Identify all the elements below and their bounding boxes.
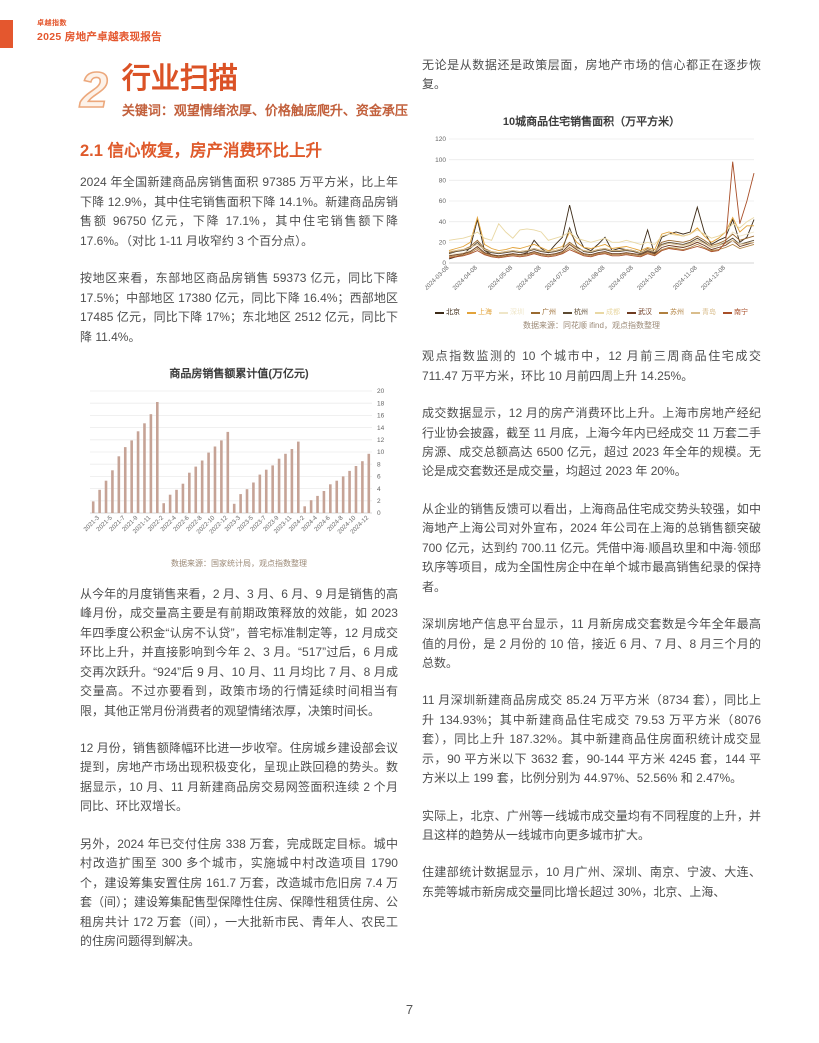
- svg-text:10: 10: [377, 449, 385, 456]
- svg-text:100: 100: [435, 157, 446, 164]
- legend-item-0: 北京: [435, 309, 460, 317]
- svg-text:2024-05-08: 2024-05-08: [486, 264, 514, 292]
- legend-item-6: 武汉: [627, 309, 652, 317]
- paragraph: 深圳房地产信息平台显示，11 月新房成交套数是今年全年最高值的月份，是 2 月份…: [422, 617, 761, 670]
- paragraph: 按地区来看，东部地区商品房销售 59373 亿元，同比下降 17.5%；中部地区…: [80, 271, 398, 344]
- bar-chart: 024681012141618202021-32021-52021-72021-…: [82, 388, 385, 535]
- paragraph: 住建部统计数据显示，10 月广州、深圳、南京、宁波、大连、东莞等城市新房成交量同…: [422, 865, 761, 899]
- subsection-title: 2.1 信心恢复，房产消费环比上升: [80, 142, 323, 161]
- line-chart-source: 数据来源：同花顺 ifind，观点指数整理: [523, 321, 660, 331]
- svg-text:0: 0: [442, 260, 446, 267]
- legend-label: 成都: [606, 308, 620, 316]
- svg-text:12: 12: [377, 437, 385, 444]
- svg-text:16: 16: [377, 413, 385, 420]
- legend-item-8: 青岛: [691, 309, 716, 317]
- paragraph: 从今年的月度销售来看，2 月、3 月、6 月、9 月是销售的高峰月份，成交量高主…: [80, 586, 398, 718]
- line-chart-title: 10城商品住宅销售面积（万平方米）: [502, 115, 681, 128]
- legend-swatch: [499, 312, 508, 315]
- content-columns: 2 行业扫描 关键词：观望情绪浓厚、价格触底爬升、资金承压 2.1 信心恢复，房…: [79, 56, 761, 969]
- section-title: 行业扫描: [121, 63, 238, 95]
- section-number: 2: [79, 62, 108, 118]
- brand-accent-bar: [0, 20, 13, 48]
- paragraph: 另外，2024 年已交付住房 338 万套，完成既定目标。城中村改造扩围至 30…: [80, 836, 399, 948]
- svg-text:60: 60: [438, 198, 446, 205]
- paragraph: 11 月深圳新建商品房成交 85.24 万平方米（8734 套），同比上升 13…: [422, 693, 761, 786]
- svg-text:20: 20: [377, 388, 385, 395]
- svg-text:120: 120: [435, 136, 446, 143]
- svg-text:80: 80: [438, 177, 446, 184]
- svg-text:2024-03-08: 2024-03-08: [425, 264, 451, 292]
- paragraph: 成交数据显示，12 月的房产消费环比上升。上海市房地产经纪行业协会披露，截至 1…: [422, 406, 761, 479]
- paragraph: 无论是从数据还是政策层面，房地产市场的信心都正在逐步恢复。: [422, 58, 761, 92]
- legend-swatch: [723, 312, 732, 315]
- legend-item-2: 深圳: [499, 309, 524, 317]
- legend-item-3: 广州: [531, 309, 556, 317]
- legend-item-9: 南宁: [723, 309, 748, 317]
- brand-text-block: 卓越指数 2025 房地产卓越表现报告: [37, 20, 162, 44]
- legend-label: 广州: [542, 308, 556, 316]
- svg-text:2024-10-08: 2024-10-08: [635, 264, 663, 292]
- svg-text:4: 4: [377, 486, 381, 493]
- legend-label: 苏州: [670, 308, 684, 316]
- page-number: 7: [405, 1002, 414, 1017]
- paragraph: 观点指数监测的 10 个城市中，12 月前三周商品住宅成交 711.47 万平方…: [422, 349, 761, 383]
- page-footer: 7: [0, 1001, 819, 1019]
- legend-label: 武汉: [638, 308, 652, 316]
- line-chart-legend: 北京 上海 深圳 广州 杭州 成都 武汉 苏州 青岛 南宁: [422, 309, 761, 317]
- right-column: 无论是从数据还是政策层面，房地产市场的信心都正在逐步恢复。 10城商品住宅销售面…: [422, 56, 761, 969]
- svg-text:0: 0: [377, 510, 381, 517]
- legend-item-7: 苏州: [659, 309, 684, 317]
- svg-text:8: 8: [377, 461, 381, 468]
- svg-text:14: 14: [377, 425, 385, 432]
- svg-text:40: 40: [438, 219, 446, 226]
- legend-swatch: [435, 312, 444, 315]
- legend-swatch: [595, 312, 604, 315]
- legend-swatch: [467, 312, 476, 315]
- svg-text:2024-09-08: 2024-09-08: [607, 264, 635, 292]
- report-title: 2025 房地产卓越表现报告: [37, 31, 162, 44]
- legend-swatch: [531, 312, 540, 315]
- paragraph: 从企业的销售反馈可以看出，上海商品住宅成交势头较强，如中海地产上海公司对外宣布，…: [422, 501, 761, 594]
- line-chart-figure: 10城商品住宅销售面积（万平方米） 0 20 40 60 80 100 120 2024-03…: [422, 113, 761, 331]
- legend-item-4: 杭州: [563, 309, 588, 317]
- svg-text:2024-07-08: 2024-07-08: [543, 264, 571, 292]
- svg-text:2: 2: [377, 498, 381, 505]
- svg-text:18: 18: [377, 400, 385, 407]
- bar-chart-figure: 商品房销售额累计值(万亿元) 0 2 4 6 8 10 12 14 16 18 20 2021-3 20…: [80, 365, 398, 569]
- legend-label: 上海: [478, 308, 492, 316]
- legend-swatch: [563, 312, 572, 315]
- section-keywords: 关键词：观望情绪浓厚、价格触底爬升、资金承压: [121, 103, 408, 119]
- svg-text:20: 20: [438, 239, 446, 246]
- legend-swatch: [691, 312, 700, 315]
- svg-text:2024-12-08: 2024-12-08: [699, 264, 727, 292]
- page-header: 卓越指数 2025 房地产卓越表现报告: [0, 20, 162, 48]
- svg-text:2024-08-08: 2024-08-08: [579, 264, 607, 292]
- legend-label: 杭州: [574, 308, 588, 316]
- bar-chart-title: 商品房销售额累计值(万亿元): [169, 367, 309, 380]
- legend-label: 深圳: [510, 308, 524, 316]
- paragraph: 2024 年全国新建商品房销售面积 97385 万平方米，比上年下降 12.9%…: [80, 175, 398, 248]
- svg-text:6: 6: [377, 474, 381, 481]
- svg-text:2024-06-08: 2024-06-08: [515, 264, 543, 292]
- legend-item-1: 上海: [467, 309, 492, 317]
- legend-swatch: [659, 312, 668, 315]
- left-column: 2 行业扫描 关键词：观望情绪浓厚、价格触底爬升、资金承压 2.1 信心恢复，房…: [79, 56, 408, 969]
- paragraph: 实际上，北京、广州等一线城市成交量均有不同程度的上升，并且这样的趋势从一线城市向…: [422, 808, 761, 843]
- brand-name: 卓越指数: [37, 20, 67, 27]
- section-title-block: 行业扫描 关键词：观望情绪浓厚、价格触底爬升、资金承压: [122, 64, 408, 119]
- legend-label: 南宁: [734, 308, 748, 316]
- legend-swatch: [627, 312, 636, 315]
- bar-chart-source: 数据来源：国家统计局，观点指数整理: [171, 558, 307, 568]
- svg-text:2024-11-08: 2024-11-08: [671, 264, 698, 291]
- legend-label: 青岛: [702, 308, 716, 316]
- section-header: 2 行业扫描 关键词：观望情绪浓厚、价格触底爬升、资金承压: [79, 62, 408, 119]
- legend-label: 北京: [446, 308, 460, 316]
- legend-item-5: 成都: [595, 309, 620, 317]
- svg-text:2024-04-08: 2024-04-08: [451, 264, 479, 292]
- paragraph: 12 月份，销售额降幅环比进一步收窄。住房城乡建设部会议提到，房地产市场出现积极…: [80, 741, 398, 814]
